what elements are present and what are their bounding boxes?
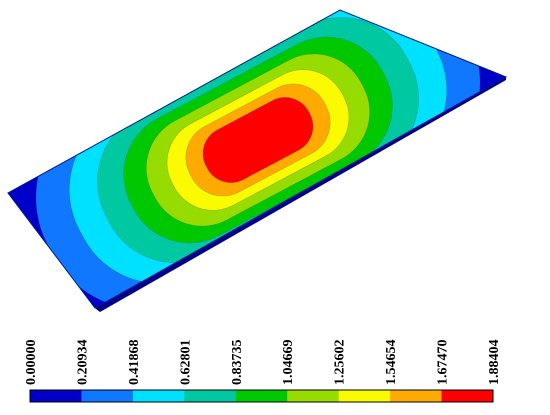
legend-colorbar (29, 389, 494, 403)
colorbar-segment-3 (132, 390, 185, 402)
plate-front-face (95, 77, 506, 312)
legend-tick-label: 0.41868 (127, 340, 142, 386)
colorbar-segment-7 (338, 390, 391, 402)
legend-tick-label: 1.54654 (384, 340, 399, 386)
colorbar-segment-5 (235, 390, 288, 402)
legend-tick-label: 0.62801 (178, 340, 193, 386)
legend-tick-label: 1.88404 (487, 340, 502, 386)
legend-tick-label: 0.00000 (24, 340, 39, 386)
contour-band-8 (202, 97, 314, 183)
colorbar-segment-4 (184, 390, 237, 402)
colorbar-segment-2 (81, 390, 134, 402)
colorbar-segment-6 (287, 390, 340, 402)
colorbar-segment-1 (30, 390, 82, 402)
plate-outline (7, 9, 508, 309)
colorbar-segment-8 (390, 390, 443, 402)
legend-tick-label: 1.04669 (281, 340, 296, 386)
legend-tick-label: 0.83735 (230, 340, 245, 386)
colorbar-frame (29, 389, 494, 403)
legend-tick-label: 1.67470 (436, 340, 451, 386)
colorbar-segment-9 (441, 390, 494, 402)
plate-model (7, 9, 508, 312)
legend-tick-labels: 0.00000 0.20934 0.41868 0.62801 0.83735 1.046… (24, 340, 502, 386)
contour-bands (35, 10, 481, 308)
legend-tick-label: 0.20934 (75, 340, 90, 386)
legend-tick-label: 1.25602 (333, 340, 348, 386)
